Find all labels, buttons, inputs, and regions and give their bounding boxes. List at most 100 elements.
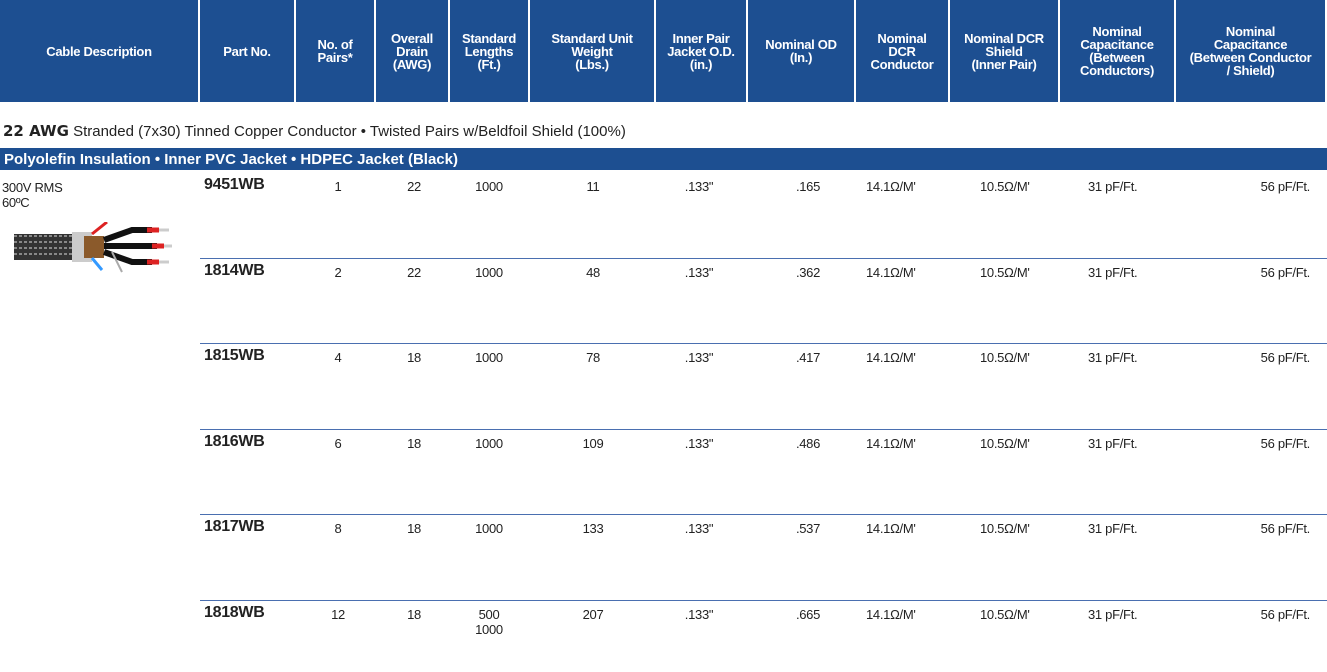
section-awg: 22 AWG [3, 122, 69, 140]
cell-text: 1000 [450, 350, 528, 365]
header-text: Shield [985, 45, 1022, 58]
cell-text: 4 [298, 350, 378, 365]
header-cell: StandardLengths(Ft.) [450, 0, 528, 102]
cell-text: 14.1Ω/M' [866, 436, 956, 451]
row-rule [200, 514, 1327, 515]
cell-text: .537 [760, 521, 856, 536]
cell-text: 78 [530, 350, 656, 365]
cell-text: 14.1Ω/M' [866, 350, 956, 365]
part-number: 9451WB [204, 177, 294, 192]
cell-text: 14.1Ω/M' [866, 179, 956, 194]
cell-text: 31 pF/Ft. [1088, 521, 1176, 536]
cell-text: 11 [530, 179, 656, 194]
cell-text: 22 [376, 179, 452, 194]
header-text: Conductors) [1080, 64, 1154, 77]
cell-text: 500 [450, 607, 528, 622]
row-rule [200, 600, 1327, 601]
header-text: DCR [888, 45, 915, 58]
cell-text: 1000 [450, 622, 528, 637]
cell-text: 133 [530, 521, 656, 536]
row-rule [200, 429, 1327, 430]
cell-text: .133" [656, 265, 742, 280]
header-text: Drain [396, 45, 428, 58]
part-number: 1817WB [204, 519, 294, 534]
cell-text: 14.1Ω/M' [866, 521, 956, 536]
lengths-cell: 1000 [450, 350, 528, 365]
cell-text: 31 pF/Ft. [1088, 350, 1176, 365]
cell-text: .133" [656, 350, 742, 365]
cell-text: .665 [760, 607, 856, 622]
cell-text: 1000 [450, 265, 528, 280]
cell-text: .486 [760, 436, 856, 451]
subsection-text: Polyolefin Insulation • Inner PVC Jacket… [4, 151, 458, 168]
header-text: Inner Pair [673, 32, 730, 45]
cell-text: 1000 [450, 179, 528, 194]
cell-text: 31 pF/Ft. [1088, 179, 1176, 194]
part-number: 1814WB [204, 263, 294, 278]
cell-text: 56 pF/Ft. [1176, 265, 1310, 280]
header-text: Overall [391, 32, 433, 45]
cell-text: 56 pF/Ft. [1176, 179, 1310, 194]
cell-text: 1000 [450, 436, 528, 451]
part-number: 1816WB [204, 434, 294, 449]
header-text: (In.) [790, 51, 812, 64]
cell-text: 109 [530, 436, 656, 451]
cell-text: 1000 [450, 521, 528, 536]
header-text: Jacket O.D. [667, 45, 735, 58]
header-text: (Inner Pair) [971, 58, 1036, 71]
header-cell: Nominal OD(In.) [748, 0, 854, 102]
header-text: Nominal [877, 32, 926, 45]
header-text: Part No. [223, 45, 270, 58]
cell-text: 56 pF/Ft. [1176, 607, 1310, 622]
part-number: 1815WB [204, 348, 294, 363]
cell-text: 10.5Ω/M' [980, 350, 1060, 365]
cell-text: 10.5Ω/M' [980, 436, 1060, 451]
cell-text: 31 pF/Ft. [1088, 265, 1176, 280]
cable-image [12, 222, 174, 274]
cell-text: 22 [376, 265, 452, 280]
header-text: Cable Description [46, 45, 151, 58]
cell-text: 2 [298, 265, 378, 280]
header-text: Nominal DCR [964, 32, 1044, 45]
description-text: 60ºC [2, 195, 29, 210]
cell-text: 18 [376, 607, 452, 622]
description-text: 300V RMS [2, 180, 62, 195]
part-number: 1818WB [204, 605, 294, 620]
cell-text: .133" [656, 607, 742, 622]
cell-text: 8 [298, 521, 378, 536]
cell-text: 31 pF/Ft. [1088, 436, 1176, 451]
row-rule [200, 343, 1327, 344]
cell-text: .133" [656, 179, 742, 194]
cell-text: 10.5Ω/M' [980, 179, 1060, 194]
header-cell: Cable Description [0, 0, 198, 102]
header-text: Weight [571, 45, 612, 58]
lengths-cell: 1000 [450, 179, 528, 194]
header-text: Standard Unit [551, 32, 632, 45]
header-text: (Lbs.) [575, 58, 609, 71]
cell-text: 1 [298, 179, 378, 194]
section-line: 22 AWG Stranded (7x30) Tinned Copper Con… [3, 122, 626, 140]
cell-text: .362 [760, 265, 856, 280]
cell-text: 18 [376, 436, 452, 451]
cell-text: 18 [376, 350, 452, 365]
lengths-cell: 1000 [450, 521, 528, 536]
cell-text: 10.5Ω/M' [980, 521, 1060, 536]
cell-text: 18 [376, 521, 452, 536]
cell-text: 56 pF/Ft. [1176, 521, 1310, 536]
section-text: Stranded (7x30) Tinned Copper Conductor … [73, 123, 626, 140]
header-text: (in.) [690, 58, 712, 71]
cell-text: 10.5Ω/M' [980, 607, 1060, 622]
cell-text: 14.1Ω/M' [866, 265, 956, 280]
header-text: Conductor [870, 58, 933, 71]
cell-text: 56 pF/Ft. [1176, 436, 1310, 451]
cell-text: 10.5Ω/M' [980, 265, 1060, 280]
cell-text: .133" [656, 521, 742, 536]
header-text: (Ft.) [477, 58, 500, 71]
